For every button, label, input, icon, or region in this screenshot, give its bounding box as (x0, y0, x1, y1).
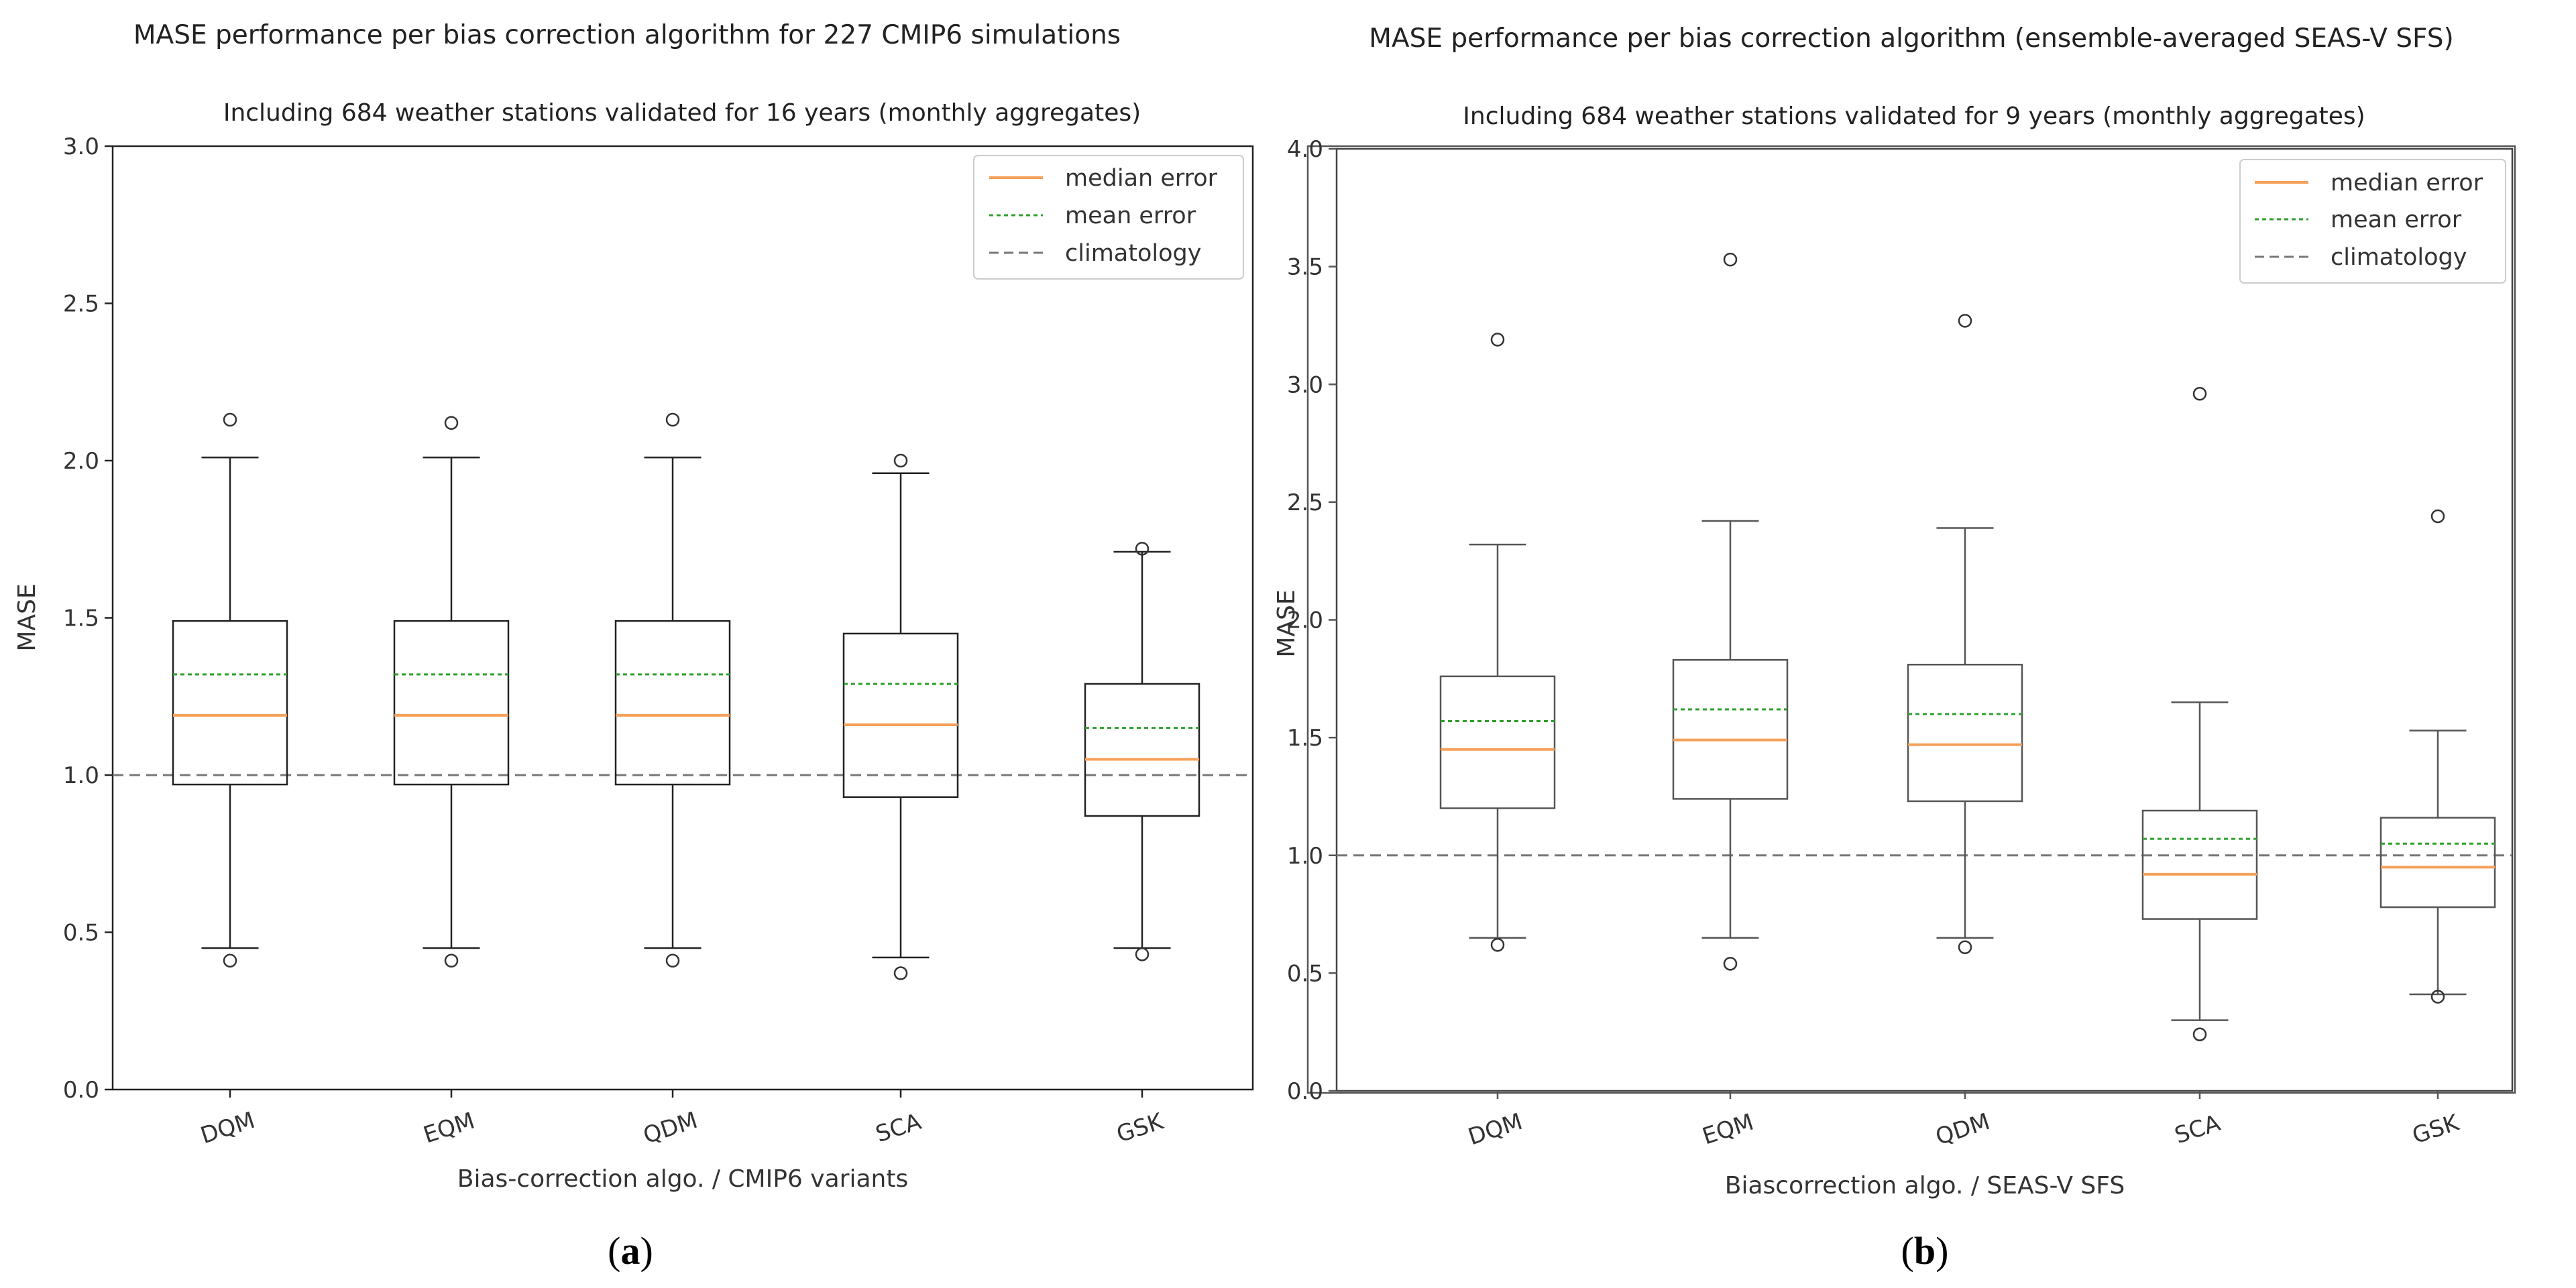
box-sca (842, 453, 959, 980)
x-tick-label: DQM (197, 1107, 258, 1149)
chart-a-x-axis: DQM EQM QDM SCA GSK (197, 1090, 1168, 1149)
iqr-box (393, 620, 510, 786)
chart-a-title: MASE performance per bias correction alg… (133, 20, 1121, 50)
outlier-point (1958, 314, 1972, 328)
chart-a-legend-mean-label: mean error (1065, 202, 1196, 229)
chart-b-x-axis: DQM EQM QDM SCA GSK (1465, 1091, 2463, 1151)
y-tick-label: 2.0 (63, 448, 99, 475)
panel-b-label: (b) (1901, 1229, 1949, 1273)
outlier-point (2192, 387, 2207, 401)
outlier-point (665, 412, 680, 427)
outlier-point (444, 953, 459, 968)
y-tick-label: 3.5 (1287, 254, 1323, 281)
chart-b-legend-frame (2239, 159, 2506, 284)
iqr-box (172, 620, 288, 786)
y-tick-label: 0.5 (63, 920, 99, 947)
box-eqm (393, 416, 510, 968)
iqr-box (1672, 658, 1789, 800)
x-tick-label: SCA (2172, 1110, 2224, 1149)
box-eqm (1672, 252, 1789, 971)
y-tick-label: 1.0 (63, 762, 99, 789)
y-tick-label: 1.5 (63, 605, 99, 632)
iqr-box (614, 620, 731, 786)
y-tick-label: 0.5 (1287, 960, 1323, 987)
y-tick-label: 1.5 (1287, 725, 1323, 752)
chart-a-y-axis: 0.0 0.5 1.0 1.5 2.0 2.5 3.0 (63, 133, 113, 1104)
chart-a-legend-frame (973, 155, 1244, 280)
y-tick-label: 2.0 (1287, 607, 1323, 634)
box-dqm (172, 412, 288, 968)
y-tick-label: 0.0 (63, 1077, 99, 1104)
chart-b-legend-median-label: median error (2331, 170, 2483, 196)
box-gsk (2379, 509, 2496, 1004)
x-tick-label: EQM (421, 1108, 478, 1149)
outlier-point (2430, 509, 2445, 524)
outlier-point (665, 953, 680, 968)
chart-a-boxes (172, 412, 1200, 980)
panel-a-label: (a) (608, 1229, 653, 1273)
panel-b: MASE performance per bias correction alg… (1273, 23, 2516, 1273)
chart-a-legend-median-label: median error (1065, 165, 1218, 192)
y-tick-label: 1.0 (1287, 843, 1323, 870)
x-tick-label: QDM (640, 1107, 701, 1149)
outlier-point (1958, 940, 1972, 954)
outlier-point (1490, 333, 1505, 347)
x-tick-label: GSK (1113, 1108, 1168, 1148)
y-tick-label: 0.0 (1287, 1078, 1323, 1105)
y-tick-label: 3.0 (1287, 371, 1323, 398)
outlier-point (223, 953, 237, 968)
x-tick-label: DQM (1465, 1108, 1526, 1151)
chart-b-legend: median error mean error climatology (2239, 159, 2506, 284)
outlier-point (2430, 990, 2445, 1004)
x-tick-label: EQM (1699, 1109, 1757, 1151)
outlier-point (1135, 947, 1150, 961)
x-tick-label: QDM (1932, 1108, 1993, 1151)
box-sca (2141, 387, 2258, 1041)
outlier-point (223, 412, 237, 427)
box-qdm (614, 412, 731, 968)
iqr-box (842, 632, 959, 799)
box-dqm (1439, 333, 1556, 952)
chart-a-subtitle: Including 684 weather stations validated… (223, 99, 1141, 127)
outlier-point (1723, 957, 1738, 971)
box-gsk (1084, 542, 1200, 961)
chart-a-legend-climatology-label: climatology (1065, 240, 1201, 267)
x-tick-label: GSK (2409, 1109, 2463, 1149)
iqr-box (1907, 663, 2023, 803)
outlier-point (893, 453, 908, 468)
chart-b-legend-mean-label: mean error (2331, 207, 2462, 233)
panel-b-label-letter: b (1914, 1229, 1936, 1273)
chart-a-legend: median error mean error climatology (973, 155, 1244, 280)
iqr-box (2141, 809, 2258, 920)
chart-b-plot-frame (1335, 148, 2514, 1092)
chart-b-y-label: MASE (1273, 589, 1300, 657)
outlier-point (1723, 252, 1738, 267)
y-tick-label: 2.5 (63, 291, 99, 318)
outlier-point (1135, 542, 1150, 556)
chart-a-x-label: Bias-correction algo. / CMIP6 variants (457, 1165, 908, 1193)
outlier-point (893, 966, 908, 980)
y-tick-label: 4.0 (1287, 136, 1323, 163)
box-qdm (1907, 314, 2023, 954)
chart-b-legend-climatology-label: climatology (2331, 244, 2467, 271)
panel-a: MASE performance per bias correction alg… (13, 20, 1254, 1273)
x-tick-label: SCA (873, 1108, 925, 1148)
y-tick-label: 3.0 (63, 133, 99, 160)
iqr-box (1439, 675, 1556, 809)
chart-b-x-label: Biascorrection algo. / SEAS-V SFS (1725, 1172, 2125, 1199)
outlier-point (2192, 1027, 2207, 1041)
panel-a-label-letter: a (621, 1229, 640, 1273)
chart-b-title: MASE performance per bias correction alg… (1369, 23, 2454, 54)
iqr-box (1084, 683, 1200, 817)
chart-b-outer-frame (1306, 145, 2516, 1094)
chart-b-y-axis: 0.0 0.5 1.0 1.5 2.0 2.5 3.0 3.5 4.0 (1287, 136, 1337, 1105)
outlier-point (444, 416, 459, 430)
chart-b-subtitle: Including 684 weather stations validated… (1463, 103, 2365, 130)
chart-b-boxes (1439, 252, 2496, 1041)
iqr-box (2379, 817, 2496, 909)
y-tick-label: 2.5 (1287, 489, 1323, 516)
chart-a-y-label: MASE (13, 583, 41, 651)
outlier-point (1490, 937, 1505, 952)
